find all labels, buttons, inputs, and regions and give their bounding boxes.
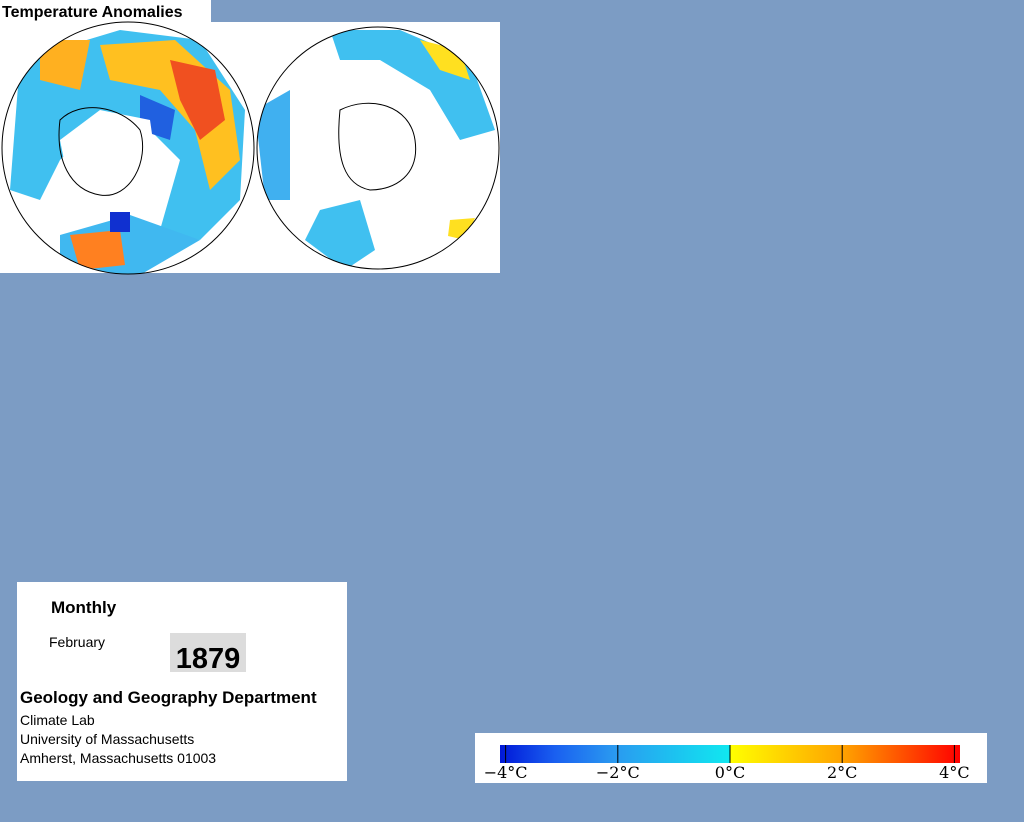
hemisphere-outline: [256, 26, 500, 270]
year-box: [170, 633, 246, 672]
anomaly-patch: [40, 40, 90, 90]
year: 1879: [176, 643, 241, 675]
hemisphere-outline: [1, 21, 255, 275]
colorbar-ticks: −4°C −2°C 0°C 2°C 4°C: [484, 745, 970, 782]
address-line: Amherst, Massachusetts 01003: [20, 750, 216, 766]
anomaly-patch: [257, 90, 290, 200]
anomaly-patch: [305, 200, 375, 269]
anomaly-patch: [170, 60, 225, 140]
coastline: [58, 107, 144, 196]
address-line: University of Massachusetts: [20, 731, 194, 747]
southern-hemisphere: [257, 27, 499, 269]
info-panel: [17, 582, 347, 781]
department: Geology and Geography Department: [20, 688, 317, 707]
colorbar-tick-label: 0°C: [715, 763, 745, 782]
month: February: [49, 634, 105, 650]
northern-hemisphere: [2, 22, 254, 274]
title: Temperature Anomalies: [2, 4, 183, 21]
anomaly-patch: [70, 230, 125, 270]
title-bg: [0, 0, 211, 22]
anomaly-patch: [448, 218, 475, 240]
period: Monthly: [51, 598, 117, 617]
colorbar-tick-label: −4°C: [484, 763, 528, 782]
colorbar-tick-label: 2°C: [827, 763, 857, 782]
address-line: Climate Lab: [20, 712, 95, 728]
colorbar-tick-label: −2°C: [596, 763, 640, 782]
anomaly-patch: [110, 212, 130, 232]
colorbar-tick-label: 4°C: [939, 763, 969, 782]
coastline: [338, 102, 417, 191]
no-data: [60, 110, 160, 210]
